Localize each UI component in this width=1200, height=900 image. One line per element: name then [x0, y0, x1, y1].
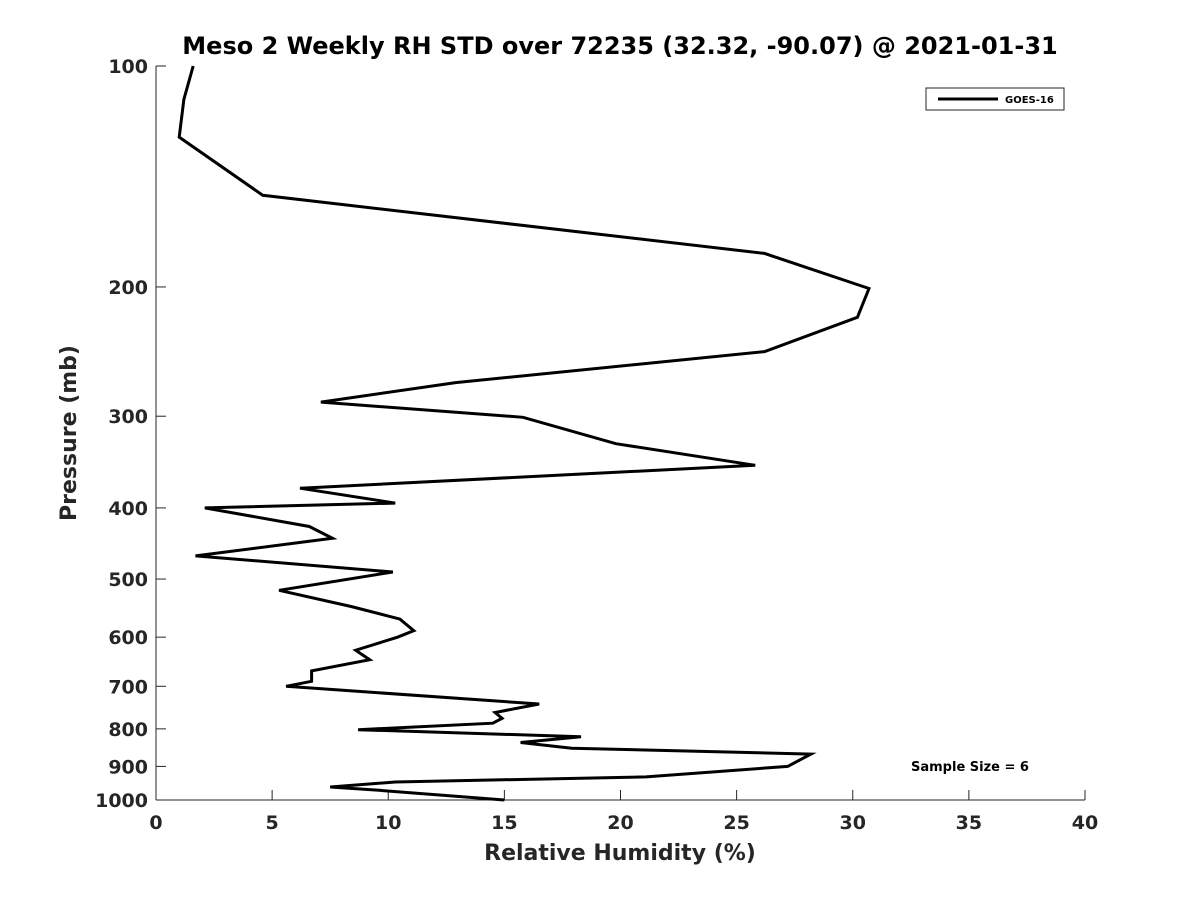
- sample-size-annotation: Sample Size = 6: [911, 760, 1029, 775]
- y-tick-label-6: 700: [108, 676, 148, 698]
- y-axis-label: Pressure (mb): [57, 345, 82, 521]
- y-tick-label-5: 600: [108, 627, 148, 649]
- x-tick-label-2: 10: [375, 812, 401, 834]
- legend[interactable]: GOES-16: [925, 87, 1065, 111]
- y-tick-label-1: 200: [108, 277, 148, 299]
- x-tick-label-0: 0: [149, 812, 162, 834]
- plot-area: 0 5 10 15 20 25 30 35 40 100 200 300 400 500 600 700 80…: [95, 56, 1098, 834]
- x-axis-label: Relative Humidity (%): [484, 841, 756, 866]
- x-tick-label-1: 5: [266, 812, 279, 834]
- x-ticks: 0 5 10 15 20 25 30 35 40: [149, 790, 1098, 834]
- y-tick-label-4: 500: [108, 569, 148, 591]
- x-tick-label-8: 40: [1072, 812, 1098, 834]
- x-tick-label-4: 20: [607, 812, 633, 834]
- y-ticks: 100 200 300 400 500 600 700 800 900 1000: [95, 56, 166, 812]
- series-line-goes16: [177, 65, 871, 802]
- y-tick-label-7: 800: [108, 719, 148, 741]
- chart-title: Meso 2 Weekly RH STD over 72235 (32.32, …: [182, 32, 1057, 60]
- x-tick-label-6: 30: [840, 812, 866, 834]
- y-tick-label-2: 300: [108, 406, 148, 428]
- y-tick-label-9: 1000: [95, 790, 148, 812]
- y-tick-label-3: 400: [108, 498, 148, 520]
- legend-label-goes16: GOES-16: [1005, 95, 1054, 106]
- y-tick-label-0: 100: [108, 56, 148, 78]
- y-tick-label-8: 900: [108, 756, 148, 778]
- x-tick-label-3: 15: [491, 812, 517, 834]
- x-tick-label-5: 25: [723, 812, 749, 834]
- x-tick-label-7: 35: [956, 812, 982, 834]
